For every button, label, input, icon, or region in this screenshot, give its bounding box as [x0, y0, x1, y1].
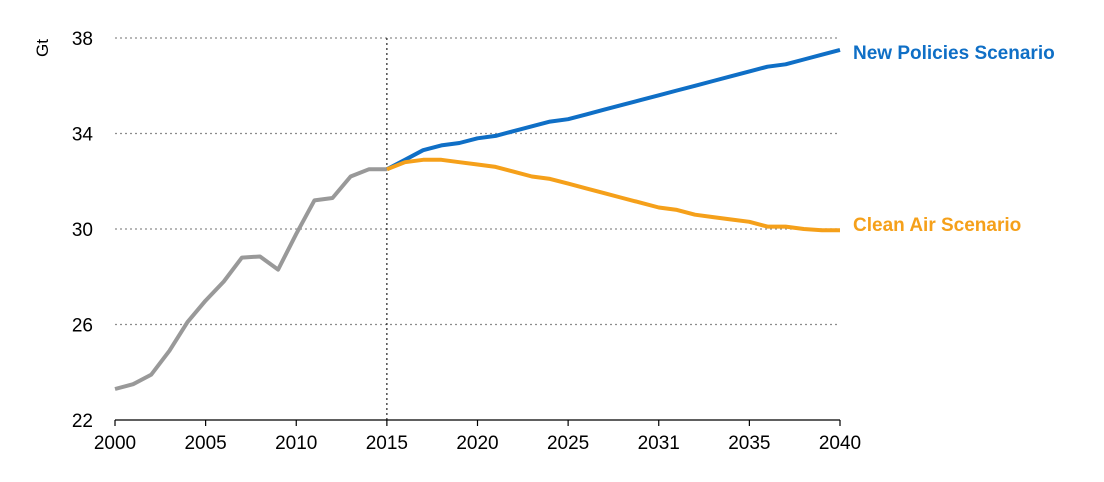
y-tick-label-30: 30: [72, 220, 93, 241]
y-tick-label-26: 26: [72, 316, 93, 337]
x-tick-label-2015: 2015: [366, 433, 408, 454]
x-tick-label-2025: 2025: [547, 433, 589, 454]
historical-line: [114, 167, 387, 391]
x-tick-label-2035: 2035: [728, 433, 770, 454]
new-policies-scenario-line: [385, 47, 841, 172]
clean-air-scenario-line: [386, 157, 840, 233]
x-tick-label-2020: 2020: [456, 433, 498, 454]
y-axis-ticks: 22 26 30 34 38: [72, 29, 94, 432]
x-tick-label-2040: 2040: [819, 433, 861, 454]
x-tick-label-2000: 2000: [94, 433, 136, 454]
y-tick-label-22: 22: [72, 411, 93, 432]
y-axis-label: Gt: [33, 39, 52, 57]
x-tick-label-2010: 2010: [275, 433, 317, 454]
new-policies-scenario-label: New Policies Scenario: [853, 43, 1055, 64]
x-tick-label-2030: 2031: [638, 433, 680, 454]
y-tick-label-38: 38: [72, 29, 93, 50]
x-axis-ticks: 2000 2005 2010 2015 2020 2025 2031 2035 2040: [94, 420, 861, 454]
x-tick-label-2005: 2005: [184, 433, 226, 454]
series-lines: [114, 47, 841, 391]
y-tick-label-34: 34: [72, 125, 94, 146]
clean-air-scenario-label: Clean Air Scenario: [853, 215, 1021, 236]
grid-lines: [115, 37, 840, 326]
